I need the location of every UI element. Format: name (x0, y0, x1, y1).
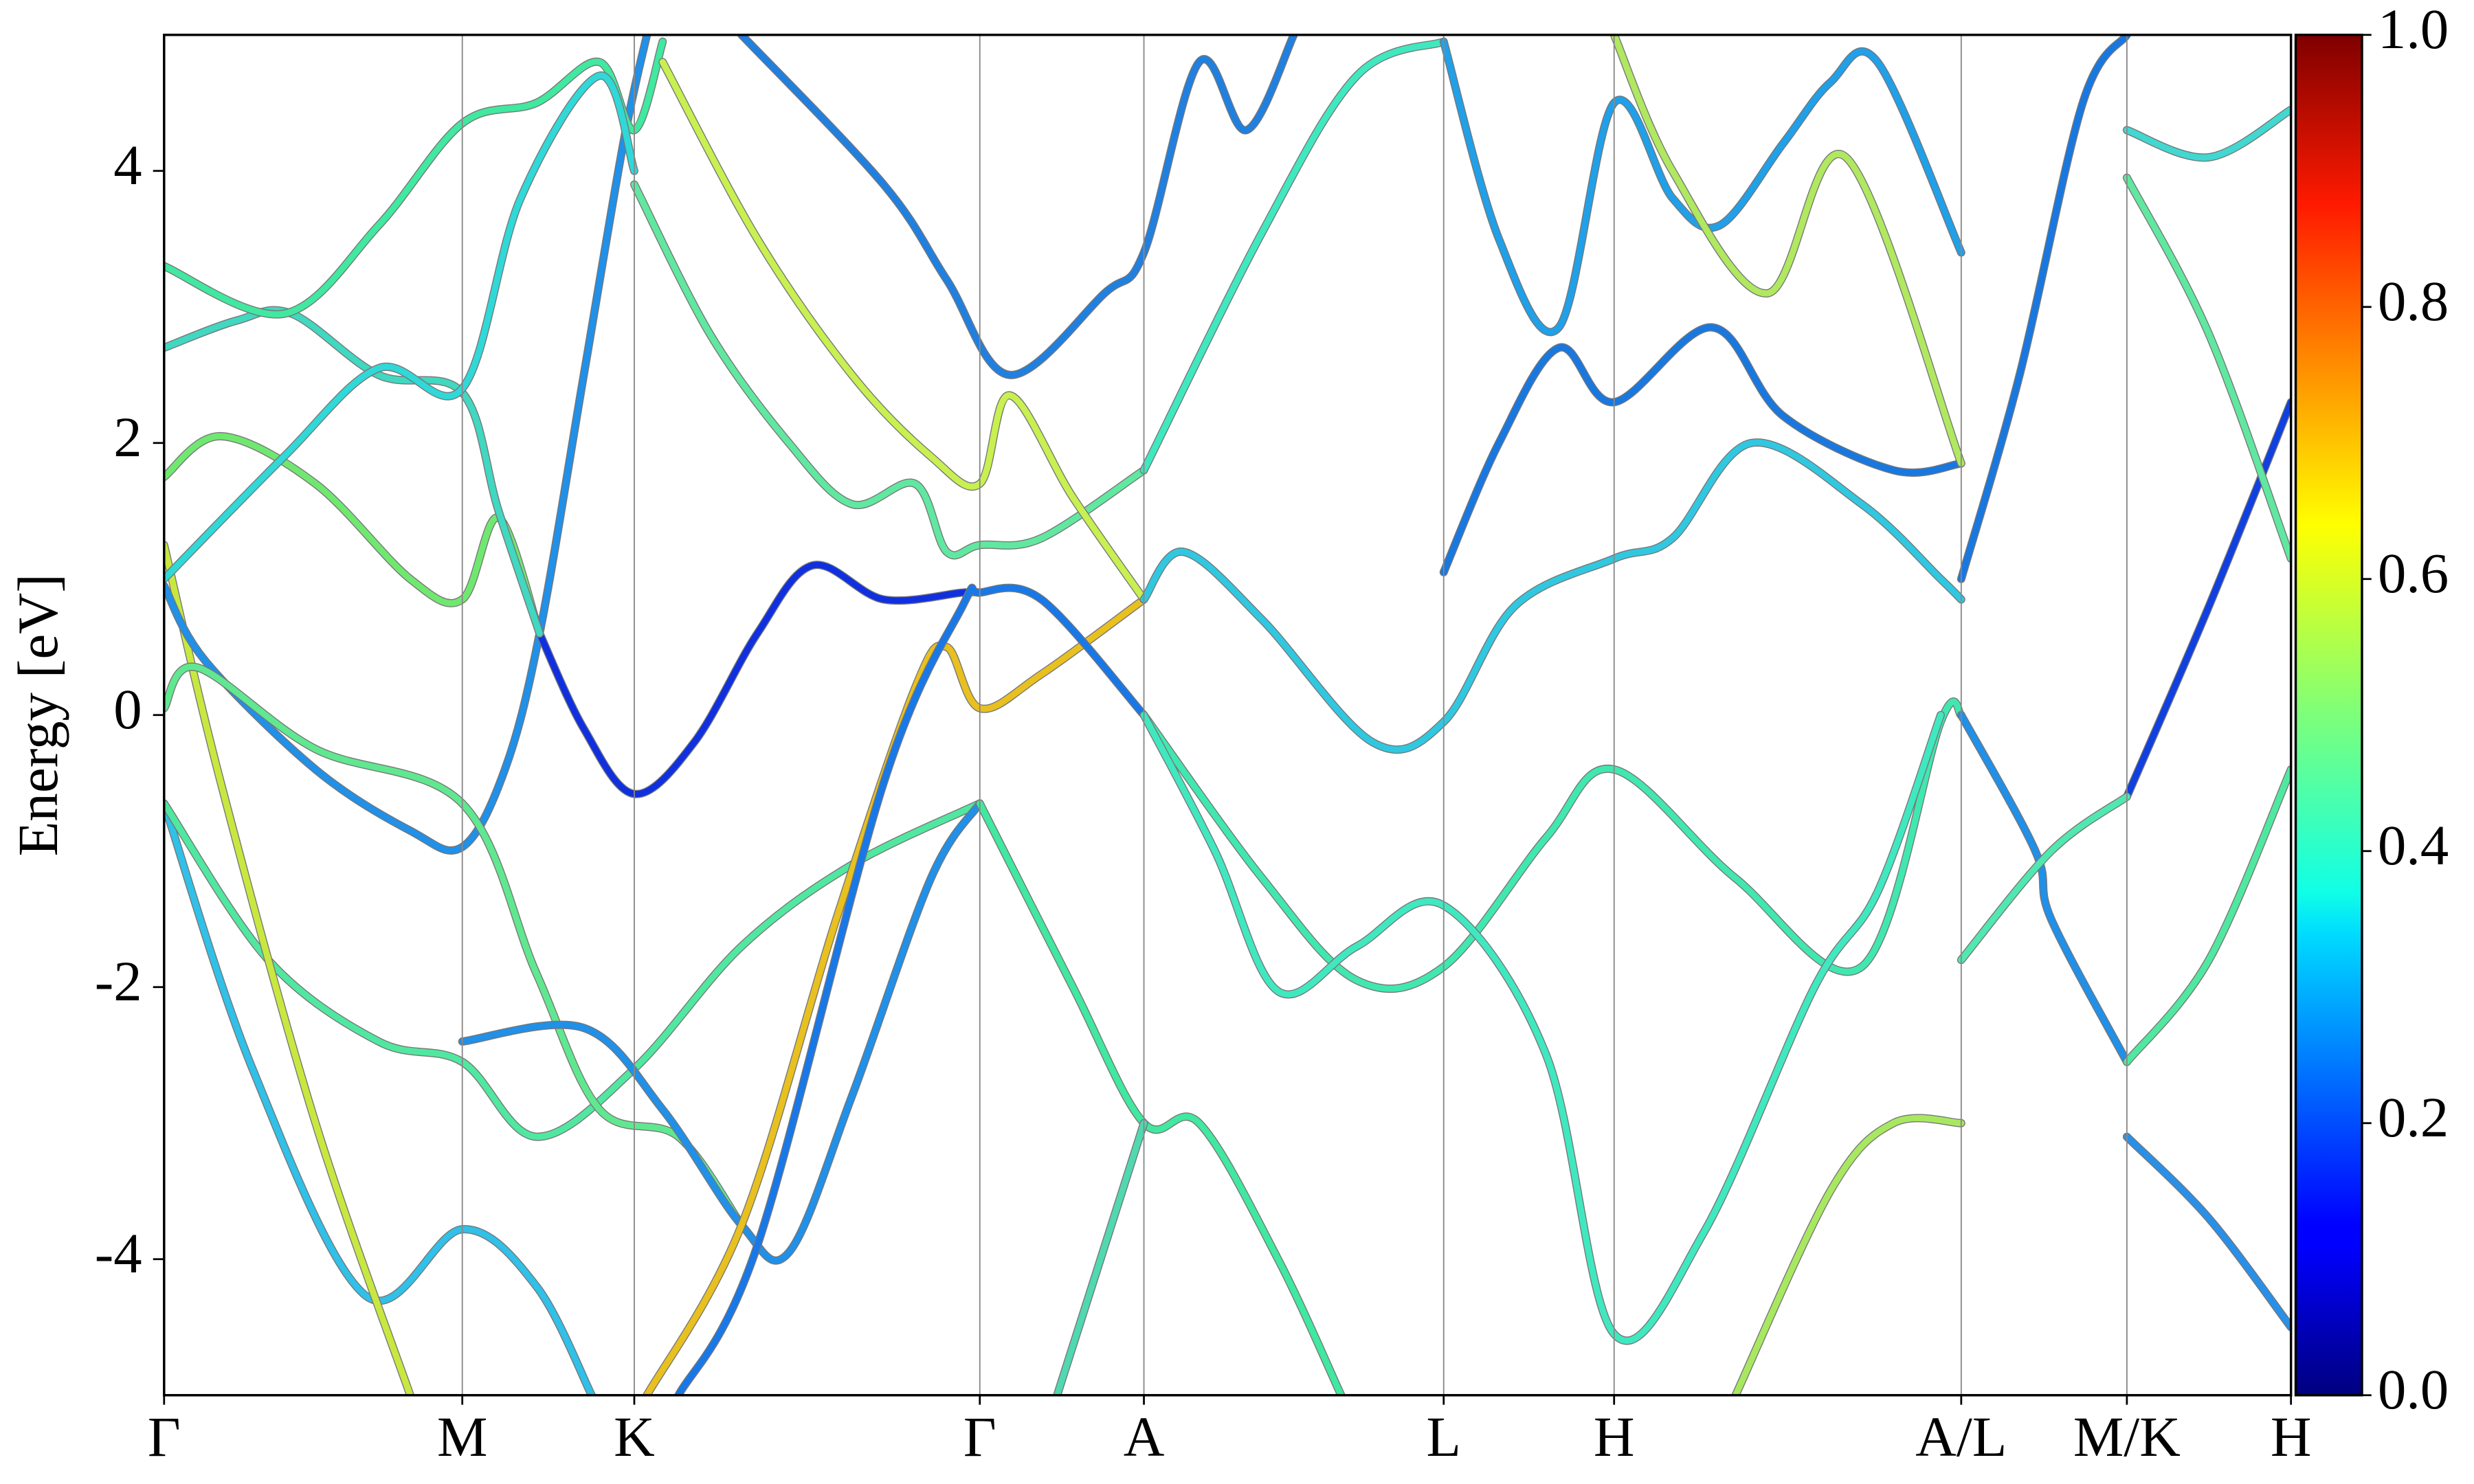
x-tick-label: Γ (148, 1405, 181, 1468)
band (164, 34, 650, 854)
bands (164, 34, 2291, 1395)
band (2124, 766, 2291, 1066)
band (675, 584, 1148, 1395)
band (164, 663, 745, 1228)
y-tick-label: -2 (95, 949, 142, 1013)
band (2124, 1133, 2291, 1331)
band-outline (2122, 105, 2291, 162)
band (643, 596, 1148, 1395)
band (738, 34, 1297, 379)
band (164, 433, 543, 637)
band-outline (2122, 173, 2291, 563)
band (2124, 398, 2291, 800)
x-tick-label: L (1427, 1405, 1461, 1468)
plot-frame (163, 34, 2293, 1397)
band-outline (1439, 323, 1965, 576)
colorbar-tick-label: 0.4 (2378, 813, 2449, 877)
x-tick-label: M/K (2073, 1405, 2181, 1468)
band (977, 800, 1345, 1395)
colorbar-tick-label: 0.8 (2378, 269, 2449, 333)
band (164, 306, 543, 637)
band (164, 800, 983, 1140)
colorbar-tick-label: 0.2 (2378, 1086, 2449, 1149)
x-tick-label: A/L (1915, 1405, 2007, 1468)
band (164, 541, 414, 1395)
band (2124, 106, 2291, 161)
x-tick-label: A (1124, 1405, 1165, 1468)
y-tick-label: 0 (113, 677, 142, 741)
x-tick-label: K (614, 1405, 655, 1468)
band (1611, 34, 1965, 467)
band (1440, 324, 1965, 576)
band (2124, 175, 2291, 562)
band (459, 800, 983, 1264)
colorbar-tick-label: 1.0 (2378, 0, 2449, 60)
band-outline (629, 180, 1148, 560)
band (1958, 793, 2130, 963)
y-tick-label: 2 (113, 405, 142, 469)
band-outline (164, 662, 746, 1230)
band (1054, 1120, 1148, 1395)
band-outline (1139, 37, 1448, 475)
y-tick-label: 4 (113, 133, 142, 196)
y-axis-label: Energy [eV] (6, 574, 69, 856)
band (1958, 34, 2130, 583)
band-outline (1609, 34, 1965, 468)
band (1440, 38, 1965, 335)
colorbar (2294, 34, 2363, 1397)
band-outline (2122, 765, 2291, 1066)
band (1140, 439, 1965, 753)
x-tick-label: H (1594, 1405, 1635, 1468)
x-tick-label: Γ (963, 1405, 996, 1468)
band-outline (1139, 710, 1945, 1345)
band-outline (975, 799, 1346, 1395)
band (1140, 38, 1447, 473)
y-tick-label: -4 (95, 1222, 142, 1285)
band (1140, 698, 1965, 992)
band (536, 561, 983, 798)
band (1732, 1114, 1965, 1395)
colorbar-tick-label: 0.0 (2378, 1358, 2449, 1421)
colorbar-tick-label: 0.6 (2378, 541, 2449, 605)
band (631, 181, 1148, 559)
x-tick-label: H (2271, 1405, 2312, 1468)
band (1958, 712, 2130, 1066)
band (1140, 712, 1944, 1344)
band (659, 58, 1148, 603)
x-tick-label: M (437, 1405, 487, 1468)
